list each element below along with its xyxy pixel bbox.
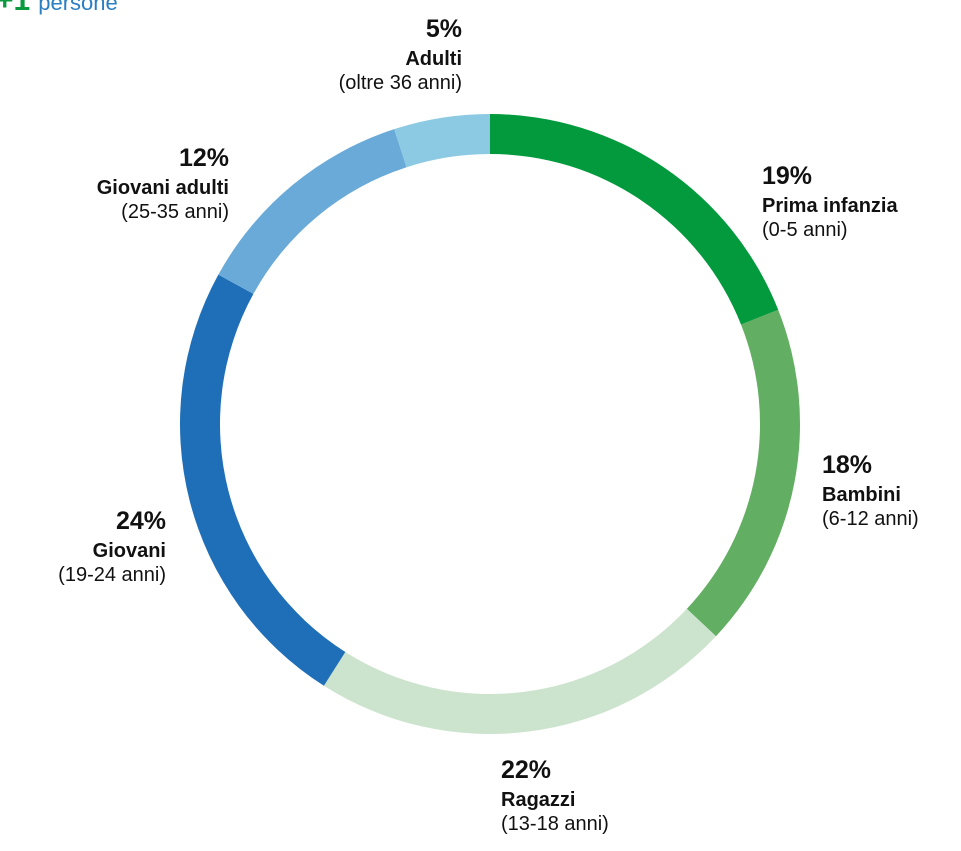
donut-slice-ragazzi xyxy=(323,608,716,734)
header-unit: persone xyxy=(38,0,118,15)
slice-range: (oltre 36 anni) xyxy=(338,72,462,95)
donut-slice-giovani xyxy=(179,274,346,686)
slice-label-ragazzi: 22% Ragazzi (13-18 anni) xyxy=(501,754,609,837)
slice-range: (6-12 anni) xyxy=(822,508,919,531)
header-value: +1 xyxy=(0,0,31,17)
slice-percent: 19% xyxy=(762,162,813,190)
donut-slice-giovani-adulti xyxy=(218,129,407,294)
slice-percent: 22% xyxy=(501,756,552,784)
slice-label-bambini: 18% Bambini (6-12 anni) xyxy=(822,449,919,532)
slice-name: Giovani xyxy=(92,539,166,562)
slice-label-adulti: 5% Adulti (oltre 36 anni) xyxy=(339,13,462,96)
donut-slice-bambini xyxy=(686,309,800,637)
slice-range: (13-18 anni) xyxy=(501,813,609,836)
slice-name: Adulti xyxy=(405,47,462,70)
slice-range: (0-5 anni) xyxy=(762,219,848,242)
chart-header: +1 persone xyxy=(0,0,118,18)
slice-name: Ragazzi xyxy=(501,788,576,811)
slice-name: Prima infanzia xyxy=(762,194,898,217)
slice-range: (25-35 anni) xyxy=(121,201,229,224)
slice-percent: 5% xyxy=(425,15,462,43)
slice-percent: 24% xyxy=(115,507,166,535)
donut-slice-prima-infanzia xyxy=(490,114,779,325)
donut-slice-adulti xyxy=(394,114,490,168)
slice-percent: 18% xyxy=(822,451,873,479)
slice-name: Bambini xyxy=(822,483,901,506)
slice-name: Giovani adulti xyxy=(96,176,229,199)
slice-label-prima-infanzia: 19% Prima infanzia (0-5 anni) xyxy=(762,160,898,243)
slice-percent: 12% xyxy=(178,144,229,172)
slice-label-giovani-adulti: 12% Giovani adulti (25-35 anni) xyxy=(97,142,229,225)
slice-range: (19-24 anni) xyxy=(58,564,166,587)
slice-label-giovani: 24% Giovani (19-24 anni) xyxy=(58,505,166,588)
